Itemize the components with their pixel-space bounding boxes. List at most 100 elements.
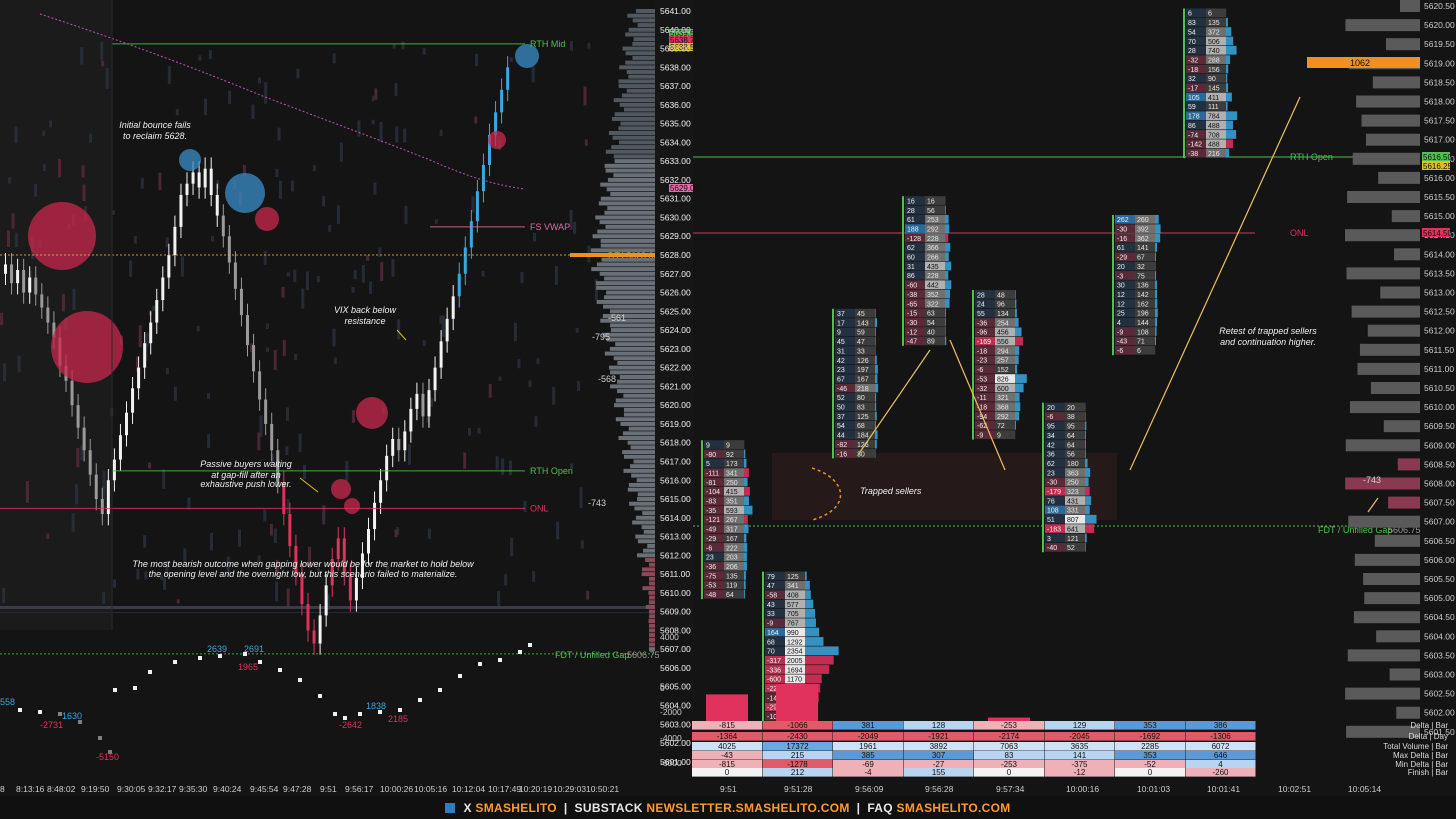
stats-cell [762,751,833,760]
fp-volume-cell [724,524,744,534]
profile-bar [623,454,655,459]
fp-volume-cell [855,336,875,346]
heatmap-cell [528,380,532,387]
candle-body [288,514,292,546]
fp-volume-text: 126 [857,358,869,365]
heatmap-cell [556,521,560,540]
fp-volume-text: 121 [1067,536,1079,543]
fp-volume-text: 341 [787,583,799,590]
fp-delta-text: -9 [1117,329,1123,336]
fp-delta-text: 12 [1117,301,1125,308]
stats-cell [1185,751,1256,760]
candle-body [276,450,280,483]
fp-delta-cell [1045,486,1065,496]
fp-volume-text: 341 [726,470,738,477]
rp-bar [1370,382,1420,394]
rp-price-tick: 5605.50 [1424,574,1455,584]
fp-delta-text: -9 [977,433,983,440]
fp-profile-bar [875,336,876,346]
price-axis-tick: 5608.00 [660,625,691,635]
fp-delta-cell [835,374,855,384]
heatmap-cell [312,165,316,171]
stats-cell [1185,768,1256,777]
fp-volume-cell [1135,308,1155,318]
rp-price-tick: 5610.00 [1424,402,1455,412]
fp-price-tick: 5628.00 [660,250,691,260]
cd-mark [528,643,532,647]
heatmap-cell [427,528,431,539]
fp-volume-text: 111 [1208,104,1219,111]
fp-profile-bar [1155,299,1158,308]
footer-substack-link[interactable]: NEWSLETTER.SMASHELITO.COM [646,800,850,815]
stats-row-label: Total Volume | Bar [1383,742,1448,751]
x-tick-left: 9:30:05 [117,784,146,794]
candle-body [457,273,461,297]
fp-delta-text: -43 [1117,339,1127,346]
footer-x-handle[interactable]: SMASHELITO [475,800,557,815]
fp-delta-cell [835,430,855,440]
profile-bar [596,299,655,304]
fp-delta-text: -29 [1117,255,1127,262]
price-axis-tick: 5602.00 [660,738,691,748]
heatmap-cell [269,523,273,536]
candle-body [409,408,413,432]
fp-delta-cell [1186,55,1206,64]
fp-delta-text: 23 [1047,470,1055,477]
heatmap-cell [327,594,330,610]
fp-volume-cell [1135,280,1155,290]
heatmap-cell [208,50,212,59]
fp-delta-text: 86 [907,273,915,280]
fp-volume-cell [785,637,805,646]
candle-body [494,112,498,135]
price-axis-tick: 5638.00 [660,62,691,72]
fp-delta-text: 61 [907,217,915,224]
fp-delta-text: 70 [767,649,775,656]
candle-body [469,221,473,248]
price-tag: 5638.75 [670,36,699,45]
rp-price-tick: 5610.50 [1424,383,1455,393]
fp-volume-cell [1206,111,1226,121]
fp-delta-cell [1186,36,1206,46]
histogram-tick: 0 [660,683,665,693]
price-axis-tick: 5614.00 [660,513,691,523]
fp-volume-text: 408 [787,593,799,600]
profile-bar [613,98,655,103]
fp-profile-bar [805,665,830,674]
x-tick-left: 9:32:17 [148,784,177,794]
fp-delta-cell [905,224,925,233]
fp-delta-cell [905,327,925,336]
candle-body [100,499,104,515]
fp-profile-bar [1015,299,1017,309]
fp-delta-cell [905,233,925,243]
profile-bar [630,445,655,450]
footer-faq-link[interactable]: SMASHELITO.COM [896,800,1011,815]
candle-body [106,480,110,515]
profile-bar [607,206,655,211]
fp-delta-text: 28 [977,292,985,299]
fp-profile-bar [875,374,878,384]
fp-delta-text: 9 [706,442,710,449]
fp-delta-text: -103 [767,714,781,721]
profile-bar [649,642,655,647]
fp-delta-text: 37 [837,414,845,421]
heatmap-cell [369,281,373,294]
profile-bar [649,595,655,600]
fp-profile-bar [945,317,946,327]
rp-price-tick: 5604.50 [1424,612,1455,622]
fp-delta-text: 37 [837,311,845,318]
heatmap-cell [316,276,320,283]
price-axis-tick: 5607.00 [660,644,691,654]
x-tick-left: 10:12:04 [452,784,485,794]
fp-volume-cell [995,411,1015,421]
fp-profile-bar [1015,420,1017,430]
fp-price-tick: 5635.00 [660,119,691,129]
fp-delta-cell [1045,514,1065,524]
stats-row-label: Max Delta | Bar [1393,751,1448,760]
heatmap-cell [401,41,405,50]
fp-profile-bar [875,327,876,337]
fp-delta-text: 33 [767,611,775,618]
fp-volume-cell [995,402,1015,411]
fp-volume-cell [855,411,875,421]
stats-cell [974,768,1044,777]
stats-cell [974,721,1044,730]
